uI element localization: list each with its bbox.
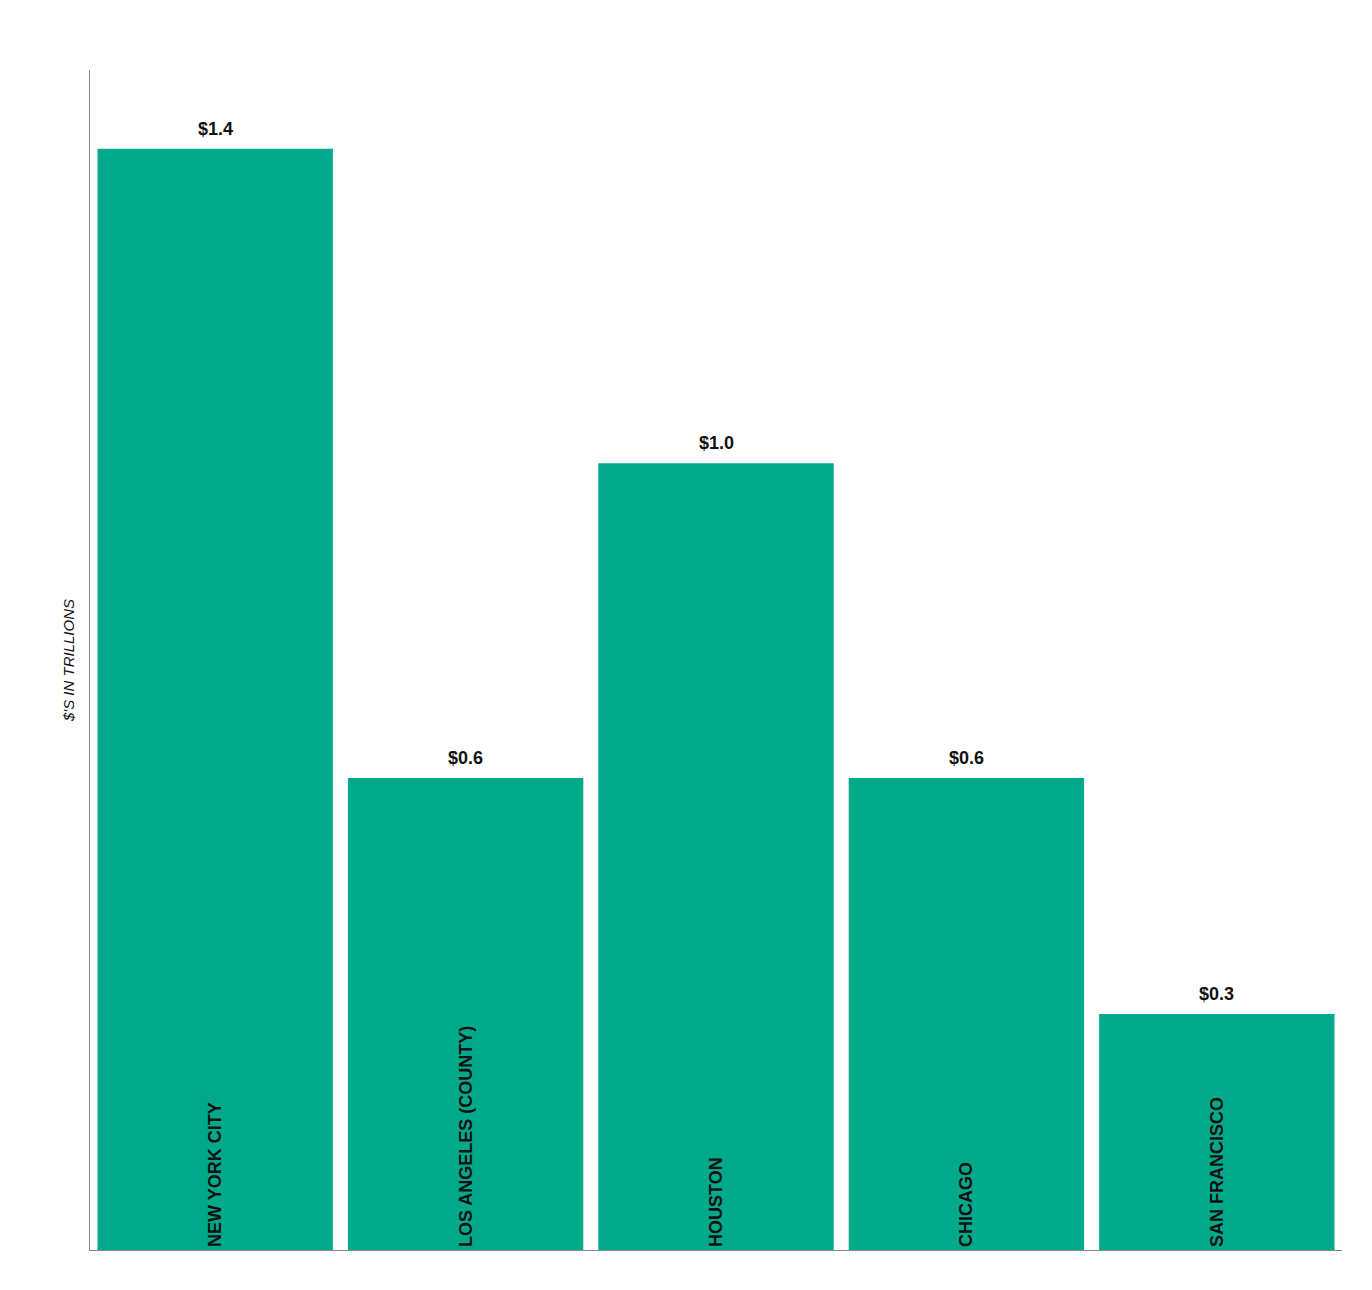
svg-text:NEW YORK CITY: NEW YORK CITY bbox=[205, 1102, 225, 1247]
svg-text:$'S IN TRILLIONS: $'S IN TRILLIONS bbox=[60, 599, 77, 722]
svg-text:HOUSTON: HOUSTON bbox=[706, 1157, 726, 1247]
svg-text:$0.6: $0.6 bbox=[949, 748, 984, 768]
svg-text:$1.0: $1.0 bbox=[699, 433, 734, 453]
svg-text:$0.6: $0.6 bbox=[448, 748, 483, 768]
svg-text:$0.3: $0.3 bbox=[1199, 984, 1234, 1004]
svg-text:CHICAGO: CHICAGO bbox=[956, 1162, 976, 1247]
svg-text:LOS ANGELES (COUNTY): LOS ANGELES (COUNTY) bbox=[456, 1026, 476, 1247]
svg-text:SAN FRANCISCO: SAN FRANCISCO bbox=[1207, 1097, 1227, 1247]
svg-text:$1.4: $1.4 bbox=[198, 119, 233, 139]
